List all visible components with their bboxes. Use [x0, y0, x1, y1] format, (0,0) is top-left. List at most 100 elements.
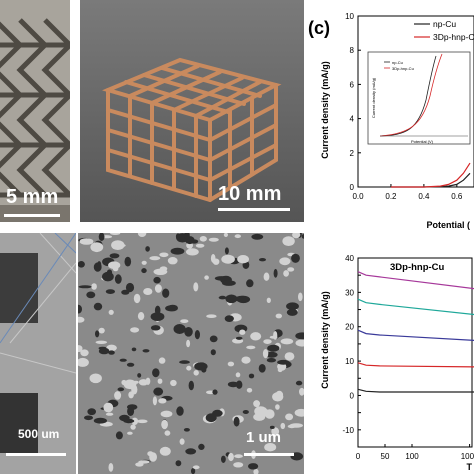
- sem-pore: [228, 452, 234, 462]
- y-tick-label: 8: [350, 46, 355, 55]
- sem-pore: [127, 404, 138, 410]
- scalebar-label: 5 mm: [6, 186, 59, 208]
- sem-pore: [285, 413, 294, 421]
- sem-pore: [263, 272, 270, 281]
- sem-pore: [143, 288, 153, 295]
- y-tick-label: 30: [345, 288, 354, 297]
- inset-y-label: Current density (mA/g): [371, 77, 376, 118]
- sem-pore: [192, 465, 200, 470]
- sem-pore: [267, 344, 280, 352]
- sem-high-mag: 1 um: [78, 233, 304, 474]
- sem-pore: [106, 344, 117, 352]
- sem-pore: [299, 387, 304, 396]
- sem-pore: [158, 357, 166, 364]
- sem-pore: [119, 358, 127, 362]
- sem-pore: [208, 237, 219, 242]
- sem-pore: [295, 332, 304, 340]
- y-tick-label: 6: [350, 80, 355, 89]
- sem-pore: [126, 362, 135, 367]
- series-line-1: [357, 362, 474, 368]
- sem-pore: [131, 384, 138, 395]
- sem-pore: [78, 345, 83, 353]
- sem-pore: [184, 327, 193, 337]
- sem-pore: [95, 330, 100, 338]
- sem-pore: [137, 373, 142, 378]
- sem-pore: [234, 234, 241, 239]
- sem-pore: [287, 267, 295, 272]
- photo-gray-lattice: 5 mm: [0, 0, 70, 222]
- sem-pore: [179, 360, 190, 364]
- sem-pore: [242, 410, 249, 414]
- sem-pore: [266, 297, 271, 303]
- sem-pore: [280, 422, 286, 430]
- sem-pore: [98, 327, 105, 334]
- legend-entry-1: 3Dp-hnp-Cu: [433, 32, 474, 42]
- sem-pore: [130, 327, 140, 333]
- chart-title: 3Dp-hnp-Cu: [390, 262, 445, 273]
- sem-pore: [271, 427, 280, 436]
- sem-pore: [221, 254, 235, 264]
- series-line-1: [390, 162, 471, 188]
- x-axis-label: T: [467, 462, 473, 472]
- sem-pore: [130, 424, 136, 430]
- sem-pore: [176, 406, 184, 416]
- y-tick-label: -10: [342, 426, 354, 435]
- sem-pore: [173, 324, 186, 334]
- sem-low-mag-graphic: [0, 233, 76, 474]
- y-axis-label: Current density (mA/g): [320, 61, 330, 159]
- sem-pore: [185, 448, 197, 455]
- sem-pore: [158, 398, 167, 404]
- sem-pore: [206, 314, 217, 318]
- sem-pore: [109, 253, 120, 259]
- sem-pore: [246, 345, 256, 350]
- inset-chart: np-Cu 3Dp-hnp-Cu Potential (V) Current d…: [367, 51, 471, 145]
- sem-pore: [265, 351, 278, 358]
- sem-pore: [110, 233, 121, 235]
- sem-pore: [221, 455, 226, 463]
- sem-pore: [259, 258, 266, 262]
- sem-pore: [275, 313, 282, 319]
- sem-pore: [149, 256, 161, 261]
- sem-low-mag: 500 um: [0, 233, 76, 474]
- sem-pore: [90, 242, 104, 252]
- sem-pore: [199, 236, 207, 242]
- sem-pore: [212, 389, 218, 395]
- x-tick-label: 0.6: [451, 192, 463, 201]
- gray-lattice-graphic: [0, 0, 70, 222]
- sem-pore: [119, 414, 130, 422]
- x-tick-label: 0.0: [352, 192, 364, 201]
- copper-lattice-graphic: [80, 0, 304, 222]
- sem-pore: [86, 291, 96, 299]
- sem-pore: [180, 319, 189, 323]
- sem-pore: [175, 460, 182, 467]
- sem-pore: [224, 247, 229, 255]
- sem-pore: [89, 373, 102, 384]
- sem-pore: [280, 338, 294, 345]
- sem-pore: [212, 409, 223, 417]
- sem-pore: [153, 387, 164, 396]
- sem-pore: [150, 325, 161, 331]
- panel-label: (c): [308, 18, 330, 38]
- sem-pore: [194, 330, 200, 340]
- sem-pore: [108, 463, 114, 472]
- sem-pore: [241, 356, 251, 364]
- sem-pore: [160, 410, 173, 418]
- sem-pore: [105, 289, 115, 294]
- sem-pore: [272, 392, 284, 402]
- sem-pore: [286, 308, 298, 316]
- sem-pore: [114, 391, 122, 400]
- sem-pore: [131, 417, 139, 425]
- y-tick-label: 20: [345, 323, 354, 332]
- chart-bottom: Current density (mA/g) 3Dp-hnp-Cu T -10 0…: [320, 254, 474, 472]
- sem-pore: [210, 254, 216, 263]
- sem-pore: [273, 268, 278, 278]
- sem-pore: [154, 284, 162, 293]
- sem-high-mag-graphic: [78, 233, 304, 474]
- sem-pore: [137, 419, 148, 424]
- x-tick-label: 0.4: [418, 192, 430, 201]
- sem-pore: [141, 260, 147, 265]
- x-tick-label: 0: [356, 452, 361, 461]
- inset-x-label: Potential (V): [411, 139, 434, 144]
- sem-pore: [183, 428, 190, 432]
- sem-pore: [93, 302, 103, 311]
